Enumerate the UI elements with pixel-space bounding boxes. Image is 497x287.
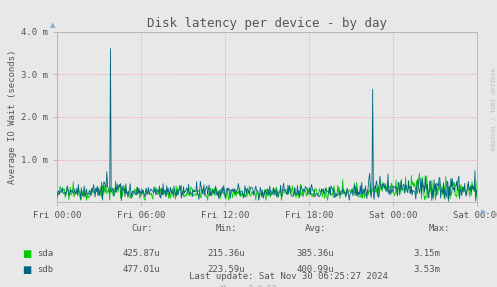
- Text: 3.15m: 3.15m: [413, 249, 440, 259]
- Text: ■: ■: [22, 249, 32, 259]
- Text: Last update: Sat Nov 30 06:25:27 2024: Last update: Sat Nov 30 06:25:27 2024: [189, 272, 388, 282]
- Text: Avg:: Avg:: [305, 224, 327, 233]
- Text: 385.36u: 385.36u: [297, 249, 334, 259]
- Text: Munin 2.0.57: Munin 2.0.57: [221, 285, 276, 287]
- Text: Cur:: Cur:: [131, 224, 153, 233]
- Text: Max:: Max:: [429, 224, 451, 233]
- Text: 425.87u: 425.87u: [123, 249, 161, 259]
- Text: RRDTOOL / TOBI OETIKER: RRDTOOL / TOBI OETIKER: [491, 68, 496, 150]
- Text: 223.59u: 223.59u: [207, 265, 245, 274]
- Title: Disk latency per device - by day: Disk latency per device - by day: [147, 18, 387, 30]
- Y-axis label: Average IO Wait (seconds): Average IO Wait (seconds): [8, 50, 17, 184]
- Text: sdb: sdb: [37, 265, 53, 274]
- Text: ▶: ▶: [481, 210, 487, 216]
- Text: Min:: Min:: [215, 224, 237, 233]
- Text: ■: ■: [22, 265, 32, 275]
- Text: 477.01u: 477.01u: [123, 265, 161, 274]
- Text: ▲: ▲: [50, 22, 56, 28]
- Text: sda: sda: [37, 249, 53, 259]
- Text: 3.53m: 3.53m: [413, 265, 440, 274]
- Text: 215.36u: 215.36u: [207, 249, 245, 259]
- Text: 400.99u: 400.99u: [297, 265, 334, 274]
